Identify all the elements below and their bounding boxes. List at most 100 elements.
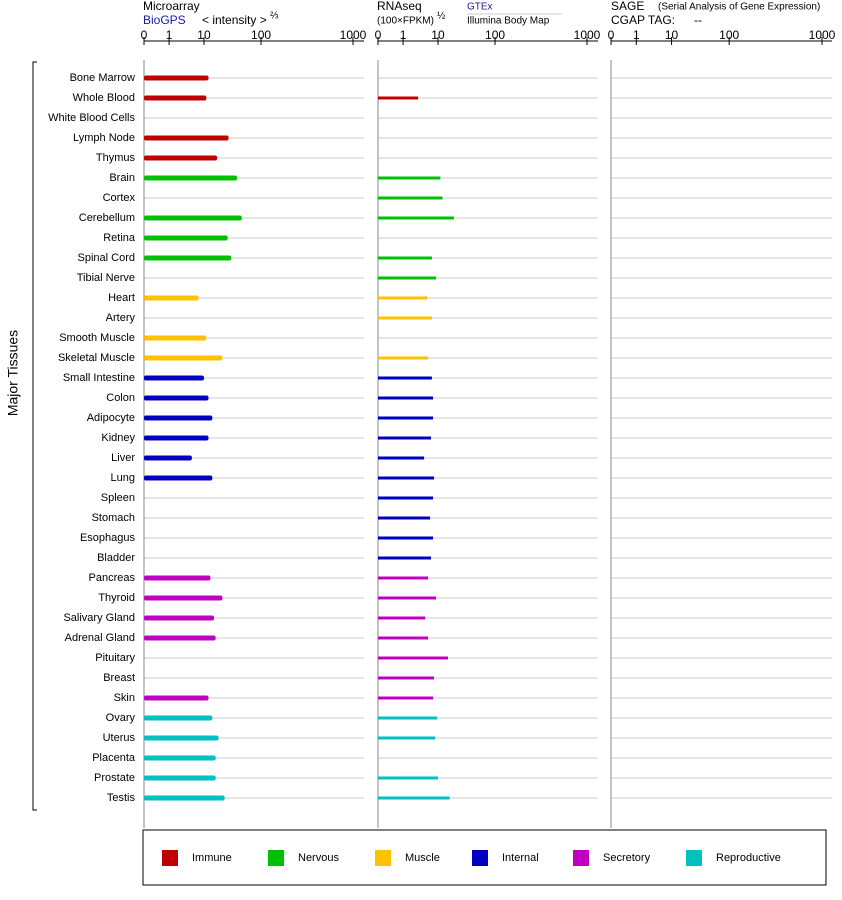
panel-source: Illumina Body Map: [467, 16, 550, 27]
bar: [144, 575, 211, 581]
category-label: Adrenal Gland: [65, 632, 135, 644]
x-tick-label: 10: [431, 28, 445, 42]
bar: [144, 175, 238, 181]
tag-label: CGAP TAG:: [611, 13, 675, 27]
bar: [378, 676, 435, 680]
bar: [378, 176, 441, 180]
bar: [144, 235, 228, 241]
bar: [144, 155, 218, 161]
x-tick-label: 10: [665, 28, 679, 42]
bar: [378, 556, 431, 560]
legend-label: Secretory: [603, 852, 651, 864]
bar: [144, 375, 204, 381]
x-tick-label: 100: [485, 28, 505, 42]
legend-label: Reproductive: [716, 852, 781, 864]
bracket: [32, 61, 37, 811]
category-label: Retina: [103, 232, 136, 244]
category-label: Pancreas: [89, 572, 136, 584]
panel-source: GTEx: [467, 2, 493, 13]
panel-title: Microarray: [143, 0, 200, 13]
bar: [378, 736, 435, 740]
bar: [144, 715, 213, 721]
bar: [378, 356, 429, 360]
category-label: Uterus: [103, 732, 136, 744]
x-tick-label: 100: [251, 28, 271, 42]
bar: [144, 75, 209, 81]
legend-swatch: [162, 850, 178, 866]
category-label: Skin: [114, 692, 135, 704]
bar: [144, 595, 223, 601]
x-tick-label: 1: [166, 28, 173, 42]
bar: [144, 415, 213, 421]
x-tick-label: 1: [400, 28, 407, 42]
panel-exponent: ⅔: [270, 11, 279, 22]
category-label: Bone Marrow: [70, 72, 135, 84]
category-label: Brain: [109, 172, 135, 184]
category-label: Stomach: [92, 512, 135, 524]
category-label: Thymus: [96, 152, 136, 164]
category-label: Salivary Gland: [63, 612, 135, 624]
category-label: Lymph Node: [73, 132, 135, 144]
category-label: Spinal Cord: [78, 252, 135, 264]
bar: [144, 255, 232, 261]
bar: [378, 616, 426, 620]
y-axis-label: Major Tissues: [5, 330, 21, 416]
bar: [378, 376, 432, 380]
panel-exponent: ½: [437, 11, 446, 22]
category-label: Artery: [106, 312, 136, 324]
category-label: Liver: [111, 452, 135, 464]
category-label: Colon: [106, 392, 135, 404]
bar: [144, 775, 216, 781]
bar: [378, 396, 434, 400]
bar: [144, 295, 199, 301]
bar: [144, 455, 192, 461]
bar: [378, 516, 430, 520]
x-tick-label: 100: [719, 28, 739, 42]
bar: [378, 96, 419, 100]
legend-label: Internal: [502, 852, 539, 864]
bar: [378, 456, 425, 460]
category-label: Kidney: [101, 432, 135, 444]
tag-value: --: [694, 13, 702, 27]
category-label: Bladder: [97, 552, 135, 564]
bar: [144, 695, 209, 701]
bar: [378, 476, 435, 480]
x-tick-label: 1000: [809, 28, 836, 42]
x-tick-label: 1000: [574, 28, 601, 42]
category-label: Heart: [108, 292, 135, 304]
legend-box: [142, 829, 827, 886]
category-label: Cerebellum: [79, 212, 135, 224]
bar: [378, 796, 450, 800]
legend-swatch: [472, 850, 488, 866]
category-label: Breast: [103, 672, 135, 684]
bar: [378, 276, 437, 280]
bar: [144, 435, 209, 441]
category-label: Esophagus: [80, 532, 136, 544]
bar: [378, 436, 431, 440]
x-tick-label: 0: [375, 28, 382, 42]
bar: [378, 536, 434, 540]
panel-title: RNAseq: [377, 0, 422, 13]
legend-label: Immune: [192, 852, 232, 864]
panel-source: BioGPS: [143, 13, 186, 27]
bar: [144, 135, 229, 141]
legend-swatch: [375, 850, 391, 866]
panel-unit: (100×FPKM): [377, 16, 434, 27]
category-label: Prostate: [94, 772, 135, 784]
bar: [378, 776, 438, 780]
bar: [378, 316, 432, 320]
x-tick-label: 1000: [340, 28, 367, 42]
panel-subtitle: (Serial Analysis of Gene Expression): [658, 2, 820, 13]
bar: [144, 735, 219, 741]
legend-swatch: [268, 850, 284, 866]
legend-label: Muscle: [405, 852, 440, 864]
x-tick-label: 10: [197, 28, 211, 42]
bar: [378, 196, 443, 200]
legend-swatch: [573, 850, 589, 866]
category-label: Pituitary: [95, 652, 135, 664]
bar: [378, 636, 429, 640]
bar: [378, 216, 454, 220]
category-label: Skeletal Muscle: [58, 352, 135, 364]
